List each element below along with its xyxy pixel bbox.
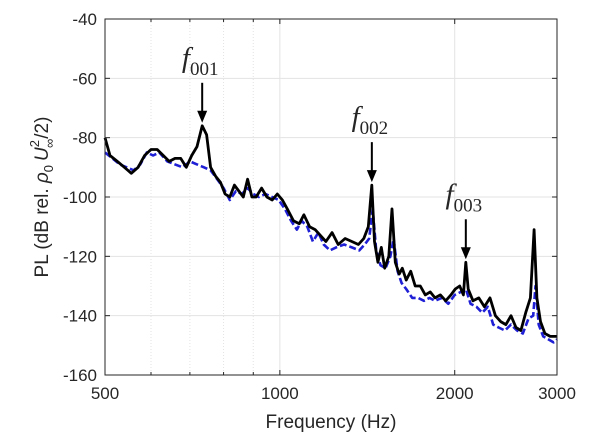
y-tick-label: -140 <box>63 307 97 326</box>
y-tick-label: -160 <box>63 366 97 385</box>
y-tick-label: -100 <box>63 188 97 207</box>
annotation-label: f003 <box>446 178 483 216</box>
y-tick-label: -80 <box>72 129 97 148</box>
x-axis-title: Frequency (Hz) <box>266 412 397 433</box>
y-tick-label: -60 <box>72 69 97 88</box>
y-axis-title-prefix: PL (dB rel. <box>32 183 53 277</box>
annotation-arrowhead <box>366 170 377 183</box>
annotation-label-sub: 003 <box>454 195 483 216</box>
y-axis-title-suffix: /2) <box>32 117 53 139</box>
x-tick-label: 2000 <box>436 384 474 403</box>
y-axis-title-u-sup: 2 <box>27 140 42 147</box>
tick-labels: -160 -140 -120 -100 -80 -60 -40 500 1000 2000 3000 <box>63 10 576 403</box>
series-line-black <box>103 124 557 338</box>
y-axis-title: PL (dB rel. ρ0 U2∞/2) <box>27 117 57 278</box>
axes-frame <box>104 18 558 376</box>
y-tick-label: -40 <box>72 10 97 29</box>
annotation-label-sub: 001 <box>190 59 219 80</box>
annotation-label: f001 <box>182 42 219 80</box>
x-tick-label: 500 <box>91 384 119 403</box>
y-axis-title-u: U <box>32 147 53 161</box>
annotation-label-sub: 002 <box>360 118 389 139</box>
annotations: f001 f002 f003 <box>182 42 483 260</box>
x-tick-label: 3000 <box>538 384 576 403</box>
annotation-arrowhead <box>197 110 208 123</box>
annotation-arrowhead <box>460 247 471 260</box>
series-group <box>103 124 558 344</box>
y-axis-title-rho: ρ <box>32 172 53 184</box>
x-tick-label: 1000 <box>261 384 299 403</box>
series-line-blue <box>104 151 558 344</box>
grid-lines <box>104 18 558 376</box>
y-axis-title-u-sub: ∞ <box>42 139 57 148</box>
annotation-label: f002 <box>352 101 389 139</box>
y-axis-title-rho-sub: 0 <box>41 165 56 172</box>
y-tick-label: -120 <box>63 247 97 266</box>
